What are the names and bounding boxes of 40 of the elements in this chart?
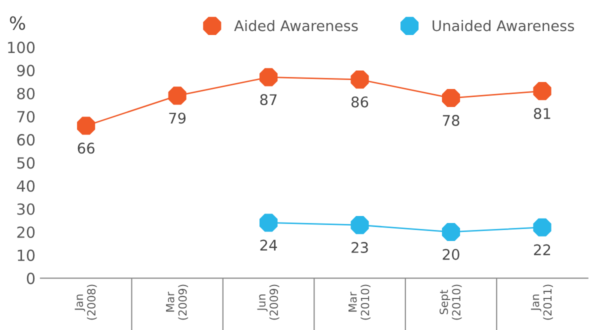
point	[350, 70, 369, 89]
point	[533, 82, 552, 100]
legend-label: Unaided Awareness	[432, 20, 574, 32]
y-tick-label: 20	[17, 226, 35, 238]
y-tick-label: 90	[17, 64, 35, 76]
point	[168, 86, 186, 105]
y-tick-label: 80	[17, 88, 35, 100]
y-tick-label: 30	[17, 203, 35, 215]
legend-label: Aided Awareness	[234, 20, 358, 32]
data-label: 81	[534, 108, 550, 120]
point	[442, 88, 460, 108]
data-label: 78	[442, 114, 460, 126]
x-tick-label: Jan (2008)	[74, 284, 97, 320]
x-tick-label: Sept (2010)	[440, 284, 462, 320]
point	[260, 68, 278, 86]
point	[350, 216, 369, 234]
y-tick-label: 10	[18, 250, 35, 262]
y-tick-label: 60	[17, 134, 35, 146]
y-axis-title: %	[10, 16, 26, 30]
data-label: 22	[534, 244, 550, 256]
point	[442, 222, 460, 242]
x-tick-label: Mar (2010)	[348, 284, 371, 320]
data-label: 20	[442, 248, 460, 260]
y-tick-label: 40	[16, 180, 35, 192]
x-tick-label: Jun (2009)	[257, 284, 280, 320]
x-tick-label: Mar (2009)	[166, 284, 188, 320]
data-label: 23	[352, 242, 368, 254]
data-label: 87	[260, 94, 277, 106]
data-label: 79	[169, 112, 186, 124]
data-label: 24	[260, 240, 278, 250]
data-label: 66	[78, 142, 94, 154]
y-tick-label: 50	[17, 157, 35, 169]
y-tick-label: 100	[8, 42, 35, 54]
data-label: 86	[351, 96, 368, 108]
point	[533, 218, 552, 236]
point	[260, 214, 278, 232]
y-tick-label: 70	[17, 110, 35, 123]
point	[77, 116, 96, 135]
y-tick-label: 0	[26, 272, 35, 284]
x-tick-label: Jan (2011)	[530, 284, 553, 320]
